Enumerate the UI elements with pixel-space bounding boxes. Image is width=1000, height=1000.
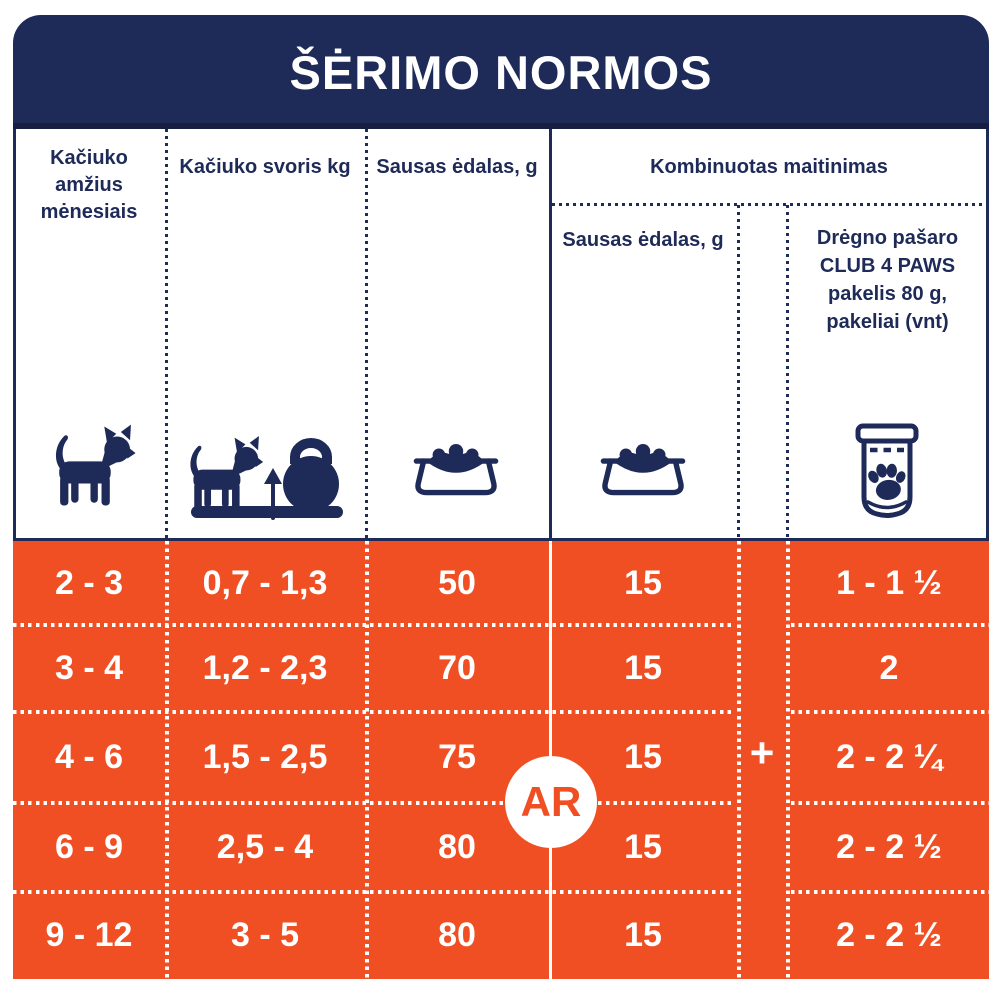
cell-r1-weight: 0,7 - 1,3: [202, 563, 328, 602]
divider-combined-subheader: [552, 203, 986, 206]
cat-on-scale-icon: [190, 436, 343, 520]
page-title: ŠĖRIMO NORMOS: [289, 45, 713, 99]
col-header-combined-dry: Sausas ėdalas, g: [562, 229, 724, 251]
divider-age-weight: [165, 541, 169, 979]
cell-r2-combined-dry: 15: [624, 649, 662, 687]
cell-r4-wet: 2 - 2 ½: [836, 828, 942, 866]
cell-r4-weight: 2,5 - 4: [216, 828, 314, 866]
cell-r4-dry: 80: [438, 828, 476, 866]
col-header-age: Kačiuko amžius mėnesiais: [40, 147, 138, 223]
divider-plus-left: [737, 541, 741, 979]
divider-weight-dry: [365, 541, 369, 979]
food-bowl-icon: [413, 444, 499, 496]
table-border-bottom: [13, 538, 989, 541]
food-bowl-icon: [600, 444, 686, 496]
row-divider-2: [791, 710, 989, 714]
cell-r3-combined-dry: 15: [624, 738, 662, 776]
cell-r5-dry: 80: [438, 916, 476, 954]
cell-r5-combined-dry: 15: [624, 916, 662, 954]
cell-r1-combined-dry: 15: [624, 563, 662, 602]
divider-age-weight: [165, 129, 168, 538]
plus-sign: +: [749, 729, 775, 776]
row-divider-3: [13, 801, 735, 805]
cell-r3-weight: 1,5 - 2,5: [202, 738, 328, 776]
cell-r2-age: 3 - 4: [54, 649, 124, 687]
table-head: Kačiuko amžius mėnesiais Kačiuko svoris …: [13, 129, 989, 541]
table-border-right: [986, 129, 989, 541]
row-divider-1: [13, 623, 735, 627]
or-badge-label: AR: [520, 778, 582, 825]
or-badge: AR: [505, 756, 597, 848]
table-body: 2 - 3 0,7 - 1,3 50 15 1 - 1 ½ 3 - 4 1,2 …: [13, 541, 989, 979]
cell-r4-combined-dry: 15: [624, 828, 662, 866]
cell-r3-age: 4 - 6: [54, 738, 124, 776]
cell-r1-age: 2 - 3: [54, 563, 124, 602]
cell-r5-age: 9 - 12: [45, 916, 133, 954]
cell-r4-age: 6 - 9: [54, 828, 124, 866]
cell-r3-wet: 2 - 2 ¼: [836, 738, 942, 776]
cell-r2-dry: 70: [438, 649, 476, 687]
row-divider-2: [13, 710, 735, 714]
title-bar: ŠĖRIMO NORMOS: [13, 15, 989, 129]
col-header-combined-wet: Drėgno pašaro CLUB 4 PAWS pakelis 80 g, …: [816, 227, 959, 333]
row-divider-1: [791, 623, 989, 627]
table-border-left: [13, 129, 16, 541]
cell-r5-wet: 2 - 2 ½: [836, 916, 942, 954]
divider-combined-plus-left: [737, 205, 740, 538]
col-header-weight: Kačiuko svoris kg: [179, 156, 351, 178]
row-divider-3: [791, 801, 989, 805]
cat-icon: [55, 424, 136, 506]
row-divider-4: [791, 890, 989, 894]
row-divider-4: [13, 890, 735, 894]
cell-r2-weight: 1,2 - 2,3: [202, 649, 328, 687]
divider-plus-right: [786, 541, 790, 979]
col-header-dry: Sausas ėdalas, g: [376, 156, 538, 178]
cell-r1-wet: 1 - 1 ½: [836, 563, 942, 602]
divider-dry-combined: [549, 129, 552, 538]
wet-food-pouch-paw-icon: [855, 423, 919, 518]
cell-r3-dry: 75: [438, 738, 476, 776]
divider-weight-dry: [365, 129, 368, 538]
col-header-combined: Kombinuotas maitinimas: [650, 156, 888, 178]
divider-combined-plus-right: [786, 205, 789, 538]
cell-r5-weight: 3 - 5: [230, 916, 300, 954]
cell-r2-wet: 2: [879, 649, 899, 687]
cell-r1-dry: 50: [438, 563, 476, 602]
